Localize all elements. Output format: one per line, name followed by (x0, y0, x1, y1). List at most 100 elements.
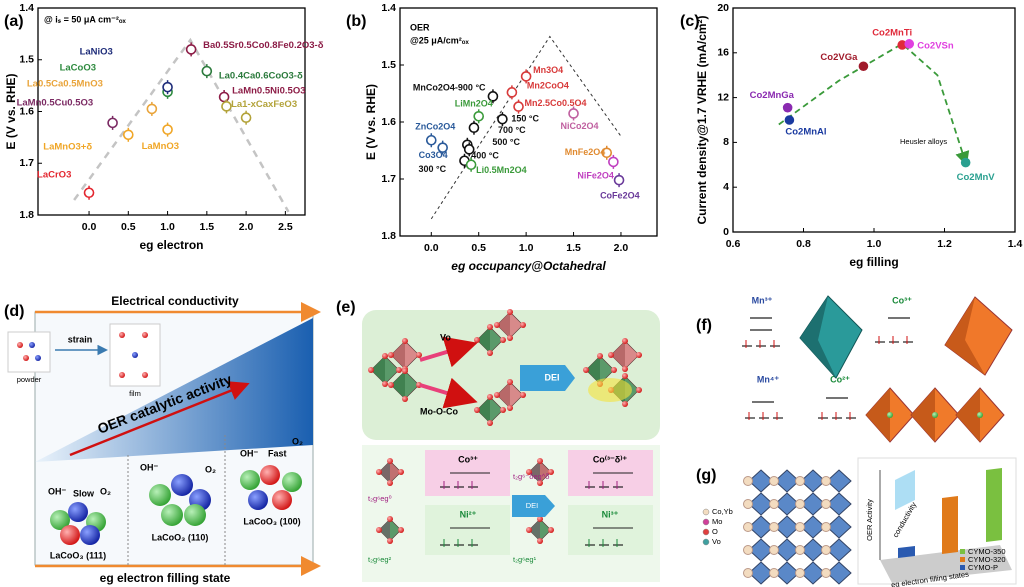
point (601, 147, 613, 159)
ion-label: Ni³⁺ (602, 509, 619, 519)
point-label: LaMnO3+δ (43, 141, 92, 152)
point-label: La0.4Ca0.6CoO3-δ (219, 71, 303, 82)
panel-label: (e) (336, 299, 356, 316)
y-tick-label: 1.5 (381, 59, 396, 71)
y-axis-label: E (V vs. RHE) (364, 84, 378, 160)
point (463, 144, 475, 155)
x-axis-label: eg filling (849, 255, 898, 269)
legend-label: Vo (712, 537, 721, 546)
legend-swatch (702, 508, 710, 516)
octahedron-face (800, 296, 836, 378)
point (185, 44, 197, 55)
point (162, 124, 173, 135)
annotation: OER (410, 22, 430, 32)
point-label: Ba0.5Sr0.5Co0.8Fe0.2O3-δ (203, 40, 324, 51)
octahedron-icon (895, 470, 915, 510)
atom (132, 352, 138, 358)
moco-label: Mo-O-Co (420, 406, 458, 416)
config-label: t₂g⁶⁻δeg^δ (513, 472, 549, 481)
ion-label: Co³⁺ (892, 295, 912, 305)
oh-label: OH⁻ (48, 486, 67, 496)
atom (743, 568, 753, 578)
octahedron (774, 515, 800, 539)
point (221, 101, 232, 112)
plot-area (37, 7, 306, 216)
atom (17, 342, 23, 348)
atom (248, 490, 268, 510)
point-label: Mn2.5Co0.5O4 (525, 98, 587, 108)
ion-label: Co²⁺ (830, 374, 850, 384)
point (513, 101, 524, 112)
octahedron-face (586, 356, 600, 384)
dei-label: DEI (526, 501, 539, 510)
y-axis-label: Current density@1.7 VRHE (mA/cm²) (695, 15, 709, 224)
atom (507, 335, 513, 341)
point-label: LaMn0.5Ni0.5O3 (232, 86, 305, 97)
x-axis-label: eg electron (139, 238, 203, 252)
atom (50, 510, 70, 530)
atom (387, 516, 393, 522)
octahedron (748, 469, 774, 493)
moco-arrow (419, 377, 478, 409)
o2-label: O₂ (100, 486, 111, 496)
floor (880, 545, 1012, 583)
y-tick-label: 1.4 (19, 2, 34, 14)
atom (80, 525, 100, 545)
panel-label: (b) (346, 13, 366, 30)
strain-label: strain (68, 334, 93, 344)
ion-label: Ni²⁺ (460, 509, 477, 519)
atom (821, 476, 831, 486)
atom (142, 372, 148, 378)
octahedron (800, 561, 826, 585)
guide-line (778, 42, 970, 166)
octahedron-face (371, 356, 385, 384)
atom (795, 545, 805, 555)
atom (487, 394, 493, 400)
point (568, 108, 579, 119)
point-label: NiCo2O4 (561, 121, 599, 131)
atom (520, 322, 526, 328)
dei-label: DEI (544, 372, 559, 382)
atom (622, 338, 628, 344)
octahedron (748, 538, 774, 562)
atom (526, 527, 532, 533)
legend-swatch (702, 518, 710, 526)
atom (494, 322, 500, 328)
atom (743, 545, 753, 555)
octahedron (748, 561, 774, 585)
atom (240, 470, 260, 490)
point (146, 103, 158, 115)
atom (368, 367, 374, 373)
wedge (35, 318, 313, 462)
dei-arrow (512, 495, 555, 517)
octahedron-face (529, 461, 540, 483)
legend-label: CYMO-350 (968, 547, 1006, 556)
energy-levels (742, 317, 913, 420)
atom (743, 522, 753, 532)
atom (977, 412, 983, 418)
point (858, 61, 869, 72)
point (468, 122, 480, 133)
y-tick-label: 8 (723, 136, 729, 148)
atom (272, 490, 292, 510)
point (960, 157, 971, 168)
x-tick-label: 1.0 (867, 238, 882, 250)
annotation: @ iₛ = 50 μA cm⁻²ₒₓ (44, 14, 127, 24)
panel-label: (d) (4, 303, 24, 320)
octahedron (800, 469, 826, 493)
vo-arrow (419, 336, 478, 368)
legend-label: Mo (712, 517, 722, 526)
octahedron (826, 538, 852, 562)
point-label: 300 °C (418, 164, 446, 174)
atom (376, 469, 382, 475)
octahedron (826, 515, 852, 539)
octahedron-face (477, 327, 490, 353)
atom (376, 527, 382, 533)
atom (282, 472, 302, 492)
point (107, 117, 118, 129)
x-tick-label: 2.0 (614, 242, 629, 254)
atom (526, 469, 532, 475)
y-tick-label: 1.8 (19, 209, 34, 221)
atom (795, 522, 805, 532)
